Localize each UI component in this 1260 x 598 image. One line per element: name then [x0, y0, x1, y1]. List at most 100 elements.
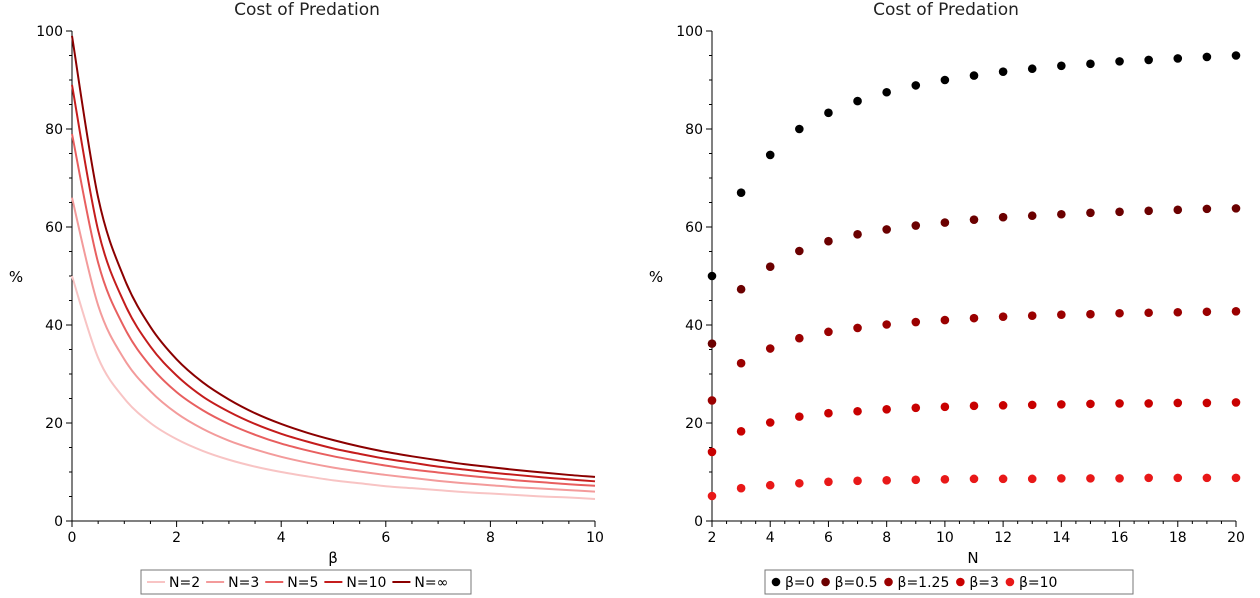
- data-point: [882, 404, 891, 414]
- left-x-tick-label: 0: [68, 530, 77, 546]
- data-point: [1057, 474, 1066, 483]
- left-y-tick-label: 60: [45, 220, 63, 236]
- data-point: [1202, 204, 1212, 214]
- right-x-tick-label: 8: [882, 530, 891, 546]
- legend-label: N=∞: [414, 575, 448, 591]
- right-x-tick-label: 12: [994, 530, 1012, 546]
- data-point: [853, 406, 862, 416]
- data-point: [1115, 399, 1124, 408]
- data-point: [707, 339, 717, 348]
- data-point: [824, 236, 833, 246]
- legend-swatch: [821, 577, 830, 587]
- data-point: [1202, 398, 1212, 408]
- data-point: [824, 477, 833, 487]
- legend-label: N=3: [228, 575, 259, 591]
- data-point: [824, 108, 833, 118]
- data-point: [1115, 207, 1124, 217]
- right-x-tick-label: 4: [766, 530, 775, 546]
- right-y-tick-label: 100: [676, 24, 703, 40]
- data-point: [707, 447, 717, 457]
- data-point: [824, 327, 833, 337]
- legend-swatch: [1005, 577, 1015, 587]
- data-point: [1115, 474, 1124, 483]
- data-point: [911, 81, 921, 90]
- legend-label: β=1.25: [898, 575, 950, 591]
- legend-swatch: [884, 577, 893, 587]
- right-y-tick-label: 0: [694, 514, 703, 530]
- data-point: [1231, 473, 1241, 483]
- legend-swatch: [956, 577, 965, 587]
- data-point: [1057, 61, 1066, 71]
- data-point: [1027, 474, 1037, 484]
- left-x-tick-label: 6: [381, 530, 390, 546]
- data-point: [969, 401, 979, 411]
- legend-label: β=0: [785, 575, 815, 591]
- data-point: [1231, 204, 1241, 213]
- data-point: [1086, 474, 1095, 483]
- left-y-tick-label: 80: [45, 122, 63, 138]
- data-point: [707, 396, 717, 405]
- data-point: [998, 312, 1008, 321]
- data-point: [736, 188, 746, 197]
- right-x-tick-label: 10: [936, 530, 954, 546]
- data-point: [969, 474, 979, 484]
- data-point: [911, 475, 921, 485]
- data-point: [882, 225, 891, 234]
- legend-label: β=10: [1019, 575, 1057, 591]
- left-y-tick-label: 0: [54, 514, 63, 530]
- right-x-tick-label: 6: [824, 530, 833, 546]
- series-line-n3: [71, 197, 596, 493]
- data-point: [1115, 57, 1124, 66]
- data-point: [765, 150, 775, 160]
- data-point: [736, 483, 746, 493]
- data-point: [824, 408, 833, 418]
- data-point: [1173, 398, 1183, 408]
- data-point: [795, 412, 804, 421]
- legend-label: N=2: [169, 575, 200, 591]
- data-point: [940, 402, 950, 412]
- series-line-n5: [71, 133, 596, 487]
- data-point: [736, 427, 746, 436]
- legend-label: β=3: [969, 575, 999, 591]
- right-y-tick-label: 40: [685, 318, 703, 334]
- legend-label: N=5: [287, 575, 318, 591]
- series-line-n2: [71, 275, 596, 500]
- data-point: [1144, 55, 1153, 65]
- data-point: [1057, 209, 1066, 219]
- right-x-tick-label: 18: [1169, 530, 1187, 546]
- data-point: [1173, 307, 1183, 317]
- data-point: [882, 476, 891, 485]
- data-point: [940, 75, 950, 85]
- data-point: [1086, 399, 1095, 409]
- left-y-tick-label: 100: [36, 24, 63, 40]
- data-point: [940, 218, 950, 227]
- left-x-tick-label: 2: [172, 530, 181, 546]
- data-point: [1173, 54, 1183, 63]
- data-point: [940, 315, 950, 325]
- data-point: [795, 333, 804, 343]
- data-point: [998, 67, 1008, 76]
- data-point: [1144, 399, 1153, 408]
- data-point: [1231, 51, 1241, 60]
- left-y-tick-label: 40: [45, 318, 63, 334]
- left-y-tick-label: 20: [45, 416, 63, 432]
- left-x-axis-label: β: [328, 549, 338, 567]
- data-point: [998, 212, 1008, 222]
- right-chart-title: Cost of Predation: [873, 0, 1019, 20]
- data-point: [1057, 400, 1066, 409]
- legend-swatch: [771, 577, 781, 587]
- left-legend-box: [140, 569, 472, 595]
- data-point: [1231, 306, 1241, 316]
- right-y-tick-label: 60: [685, 220, 703, 236]
- data-point: [911, 317, 921, 327]
- data-point: [1173, 473, 1183, 483]
- data-point: [1027, 400, 1037, 410]
- data-point: [853, 323, 862, 333]
- legend-label: N=10: [346, 575, 386, 591]
- data-point: [1144, 206, 1153, 216]
- data-point: [795, 478, 804, 488]
- right-x-tick-label: 2: [708, 530, 717, 546]
- data-point: [1086, 59, 1095, 69]
- right-y-tick-label: 20: [685, 416, 703, 432]
